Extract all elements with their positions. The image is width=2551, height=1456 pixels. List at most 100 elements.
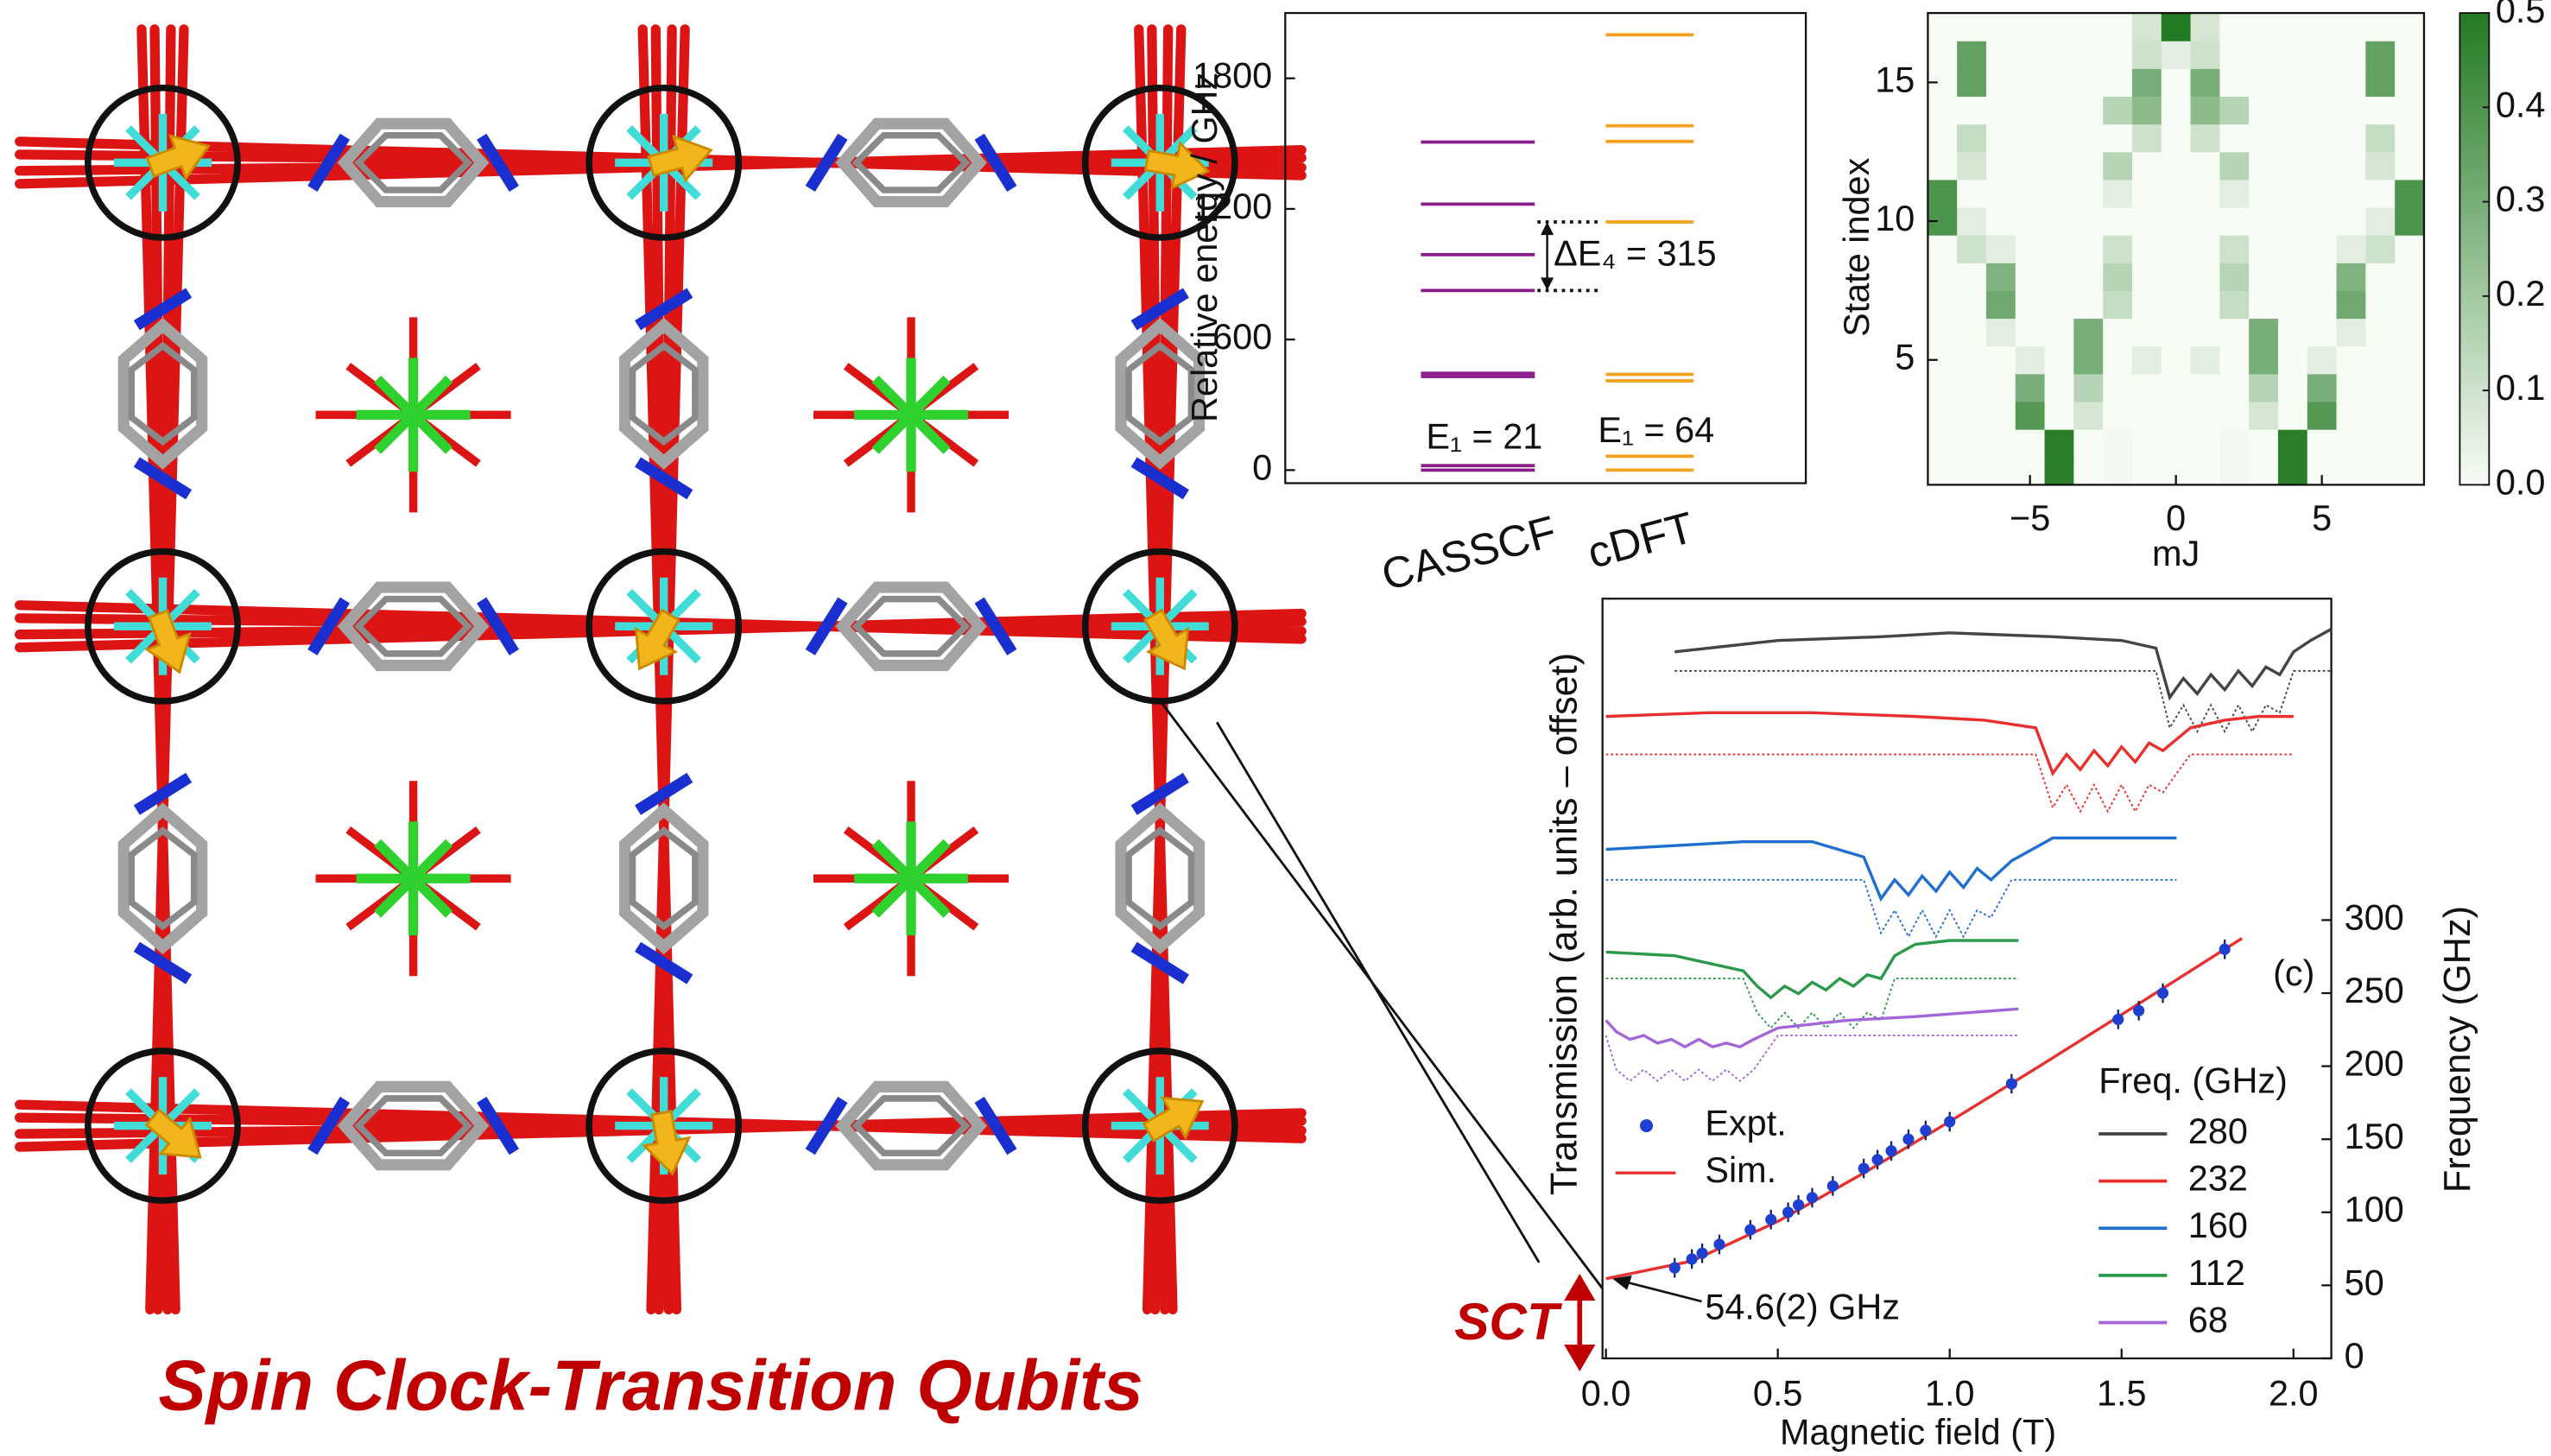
spin-arrow [642, 1110, 692, 1176]
y-axis-label: Transmission (arb. units – offset) [1544, 653, 1586, 1195]
linker-ring [629, 826, 699, 931]
heat-cell [2219, 13, 2250, 41]
linker-ring [851, 131, 971, 193]
heat-cell [2161, 179, 2192, 208]
heat-cell [2249, 96, 2279, 125]
heat-cell [2277, 151, 2308, 180]
heat-cell [2161, 401, 2192, 430]
heat-cell [1927, 96, 1958, 125]
heat-cell [2219, 123, 2250, 153]
heat-cell [2336, 235, 2366, 263]
expt-point [2156, 987, 2169, 999]
heat-cell [2395, 41, 2425, 69]
y2-tick-label: 150 [2345, 1116, 2404, 1156]
legend-label: Sim. [1705, 1149, 1776, 1190]
heat-cell [2161, 207, 2192, 236]
node-circle [1081, 1048, 1238, 1205]
spin-arrow [647, 134, 713, 183]
heat-cell [2044, 235, 2074, 263]
linker-ring [835, 117, 987, 208]
heat-cell [1927, 13, 1958, 41]
heat-cell [2015, 401, 2046, 430]
y-axis-label: Relative energy / GHz [1184, 73, 1225, 422]
heat-cell [2044, 318, 2074, 347]
heat-cell [2336, 13, 2366, 41]
node-circle [1081, 548, 1238, 705]
heat-cell [2219, 373, 2250, 402]
y2-tick-label: 100 [2345, 1189, 2404, 1230]
heat-cell [1957, 401, 1987, 430]
oxalate-rod [145, 24, 189, 1315]
heat-cell [2161, 429, 2192, 458]
linker-ring [353, 595, 473, 657]
heat-cell [2073, 401, 2104, 430]
heat-cell [2336, 68, 2366, 98]
gap-label: ΔE₄ = 315 [1554, 233, 1717, 274]
sct-arrow-head [1564, 1274, 1596, 1301]
linker-ring [629, 341, 699, 446]
heat-cell [2073, 235, 2104, 263]
anion-core [871, 375, 951, 454]
heat-cell [1985, 401, 2016, 430]
heat-cell [1957, 235, 1987, 263]
heat-cell [2395, 318, 2425, 347]
spin-arrow [145, 134, 211, 181]
linker-nitrogen [133, 288, 193, 331]
heat-cell [2395, 123, 2425, 153]
heat-cell [1957, 318, 1987, 347]
linker-ring [128, 826, 198, 931]
heat-cell [2103, 123, 2133, 153]
expt-point [1902, 1133, 1915, 1145]
y2-tick-label: 300 [2345, 896, 2404, 937]
heat-cell [2336, 207, 2366, 236]
heat-cell [2044, 263, 2074, 291]
heat-cell [2131, 263, 2162, 291]
heat-cell [2365, 151, 2396, 180]
annotation-arrow-head [1612, 1275, 1632, 1290]
heat-cell [1985, 235, 2016, 263]
heat-cell [2219, 68, 2250, 98]
expt-point [1713, 1238, 1725, 1250]
plot-frame [1284, 11, 1807, 484]
heat-cell [2277, 13, 2308, 41]
heat-cell [1927, 151, 1958, 180]
heat-cell [2307, 318, 2338, 347]
crystal-structure [15, 24, 1307, 1315]
sim-spectrum [1674, 669, 2332, 734]
heat-cell [2219, 401, 2250, 430]
heat-cell [2277, 345, 2308, 375]
heat-cell [2336, 41, 2366, 69]
heat-cell [2073, 429, 2104, 458]
heat-cell [2131, 123, 2162, 153]
heat-cell [2307, 290, 2338, 320]
heat-cell [2131, 290, 2162, 320]
heat-cell [2044, 151, 2074, 180]
heat-cell [2103, 41, 2133, 69]
heat-cell [2015, 318, 2046, 347]
heat-cell [2103, 290, 2133, 320]
heat-cell [2249, 373, 2279, 402]
heat-cell [2131, 318, 2162, 347]
linker-ring [835, 1080, 987, 1171]
heat-cell [1985, 318, 2016, 347]
expt-point [2112, 1013, 2124, 1026]
heat-cell [2190, 263, 2220, 291]
heat-cell [2103, 96, 2133, 125]
heat-cell [2307, 123, 2338, 153]
linker-ring [851, 1095, 971, 1157]
linker-nitrogen [1130, 772, 1189, 815]
linker-nitrogen [974, 597, 1017, 655]
heat-cell [2307, 96, 2338, 125]
expt-point [2133, 1004, 2145, 1016]
colorbar-tick-label: 0.3 [2496, 179, 2546, 219]
heat-cell [2161, 263, 2192, 291]
zoom-line [1215, 721, 1541, 1263]
heat-cell [2395, 373, 2425, 402]
y2-axis-label: Frequency (GHz) [2437, 906, 2478, 1193]
heat-cell [2219, 318, 2250, 347]
heat-cell [2131, 13, 2162, 41]
heat-cell [2131, 41, 2162, 69]
heat-cell [1957, 13, 1987, 41]
heat-cell [2044, 401, 2074, 430]
